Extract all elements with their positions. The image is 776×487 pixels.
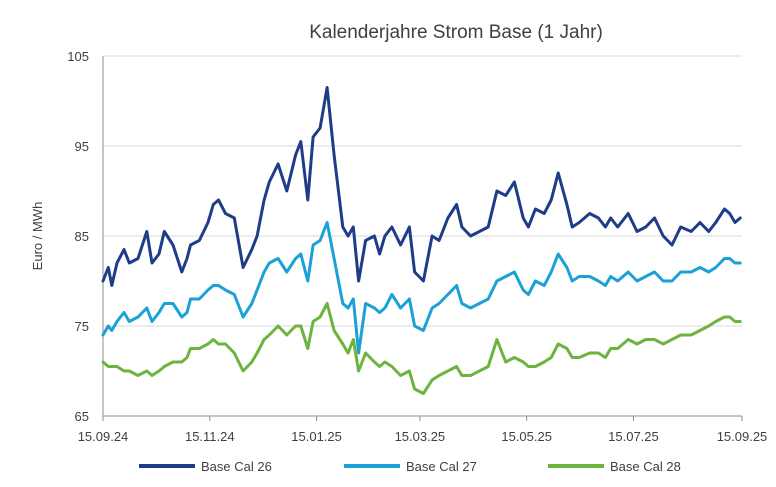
x-tick-label: 15.05.25 <box>501 429 552 444</box>
x-tick-label: 15.01.25 <box>291 429 342 444</box>
legend-label-base-cal-26: Base Cal 26 <box>201 459 272 474</box>
y-tick-label: 95 <box>75 139 89 154</box>
series-line-base-cal-28 <box>101 302 742 395</box>
gridlines <box>103 55 742 327</box>
y-tick-label: 65 <box>75 409 89 424</box>
y-tick-label: 85 <box>75 229 89 244</box>
x-tick-label: 15.09.24 <box>78 429 129 444</box>
legend-label-base-cal-28: Base Cal 28 <box>610 459 681 474</box>
x-tick-label: 15.09.25 <box>717 429 768 444</box>
y-tick-label: 105 <box>67 49 89 64</box>
series-line-base-cal-26 <box>101 86 742 287</box>
legend-label-base-cal-27: Base Cal 27 <box>406 459 477 474</box>
x-tick-label: 15.11.24 <box>185 429 235 444</box>
x-tick-label: 15.03.25 <box>395 429 446 444</box>
series-lines <box>101 86 742 395</box>
chart-title: Kalenderjahre Strom Base (1 Jahr) <box>309 22 603 43</box>
x-tick-label: 15.07.25 <box>608 429 659 444</box>
tick-labels: 65 75 85 95 105 15.09.24 15.11.24 15.01.25 15.03… <box>67 49 767 444</box>
legend: Base Cal 26 Base Cal 27 Base Cal 28 <box>139 459 681 474</box>
y-tick-label: 75 <box>75 319 89 334</box>
series-line-base-cal-27 <box>101 221 742 355</box>
axes <box>102 56 743 421</box>
y-axis-label: Euro / MWh <box>30 202 45 271</box>
